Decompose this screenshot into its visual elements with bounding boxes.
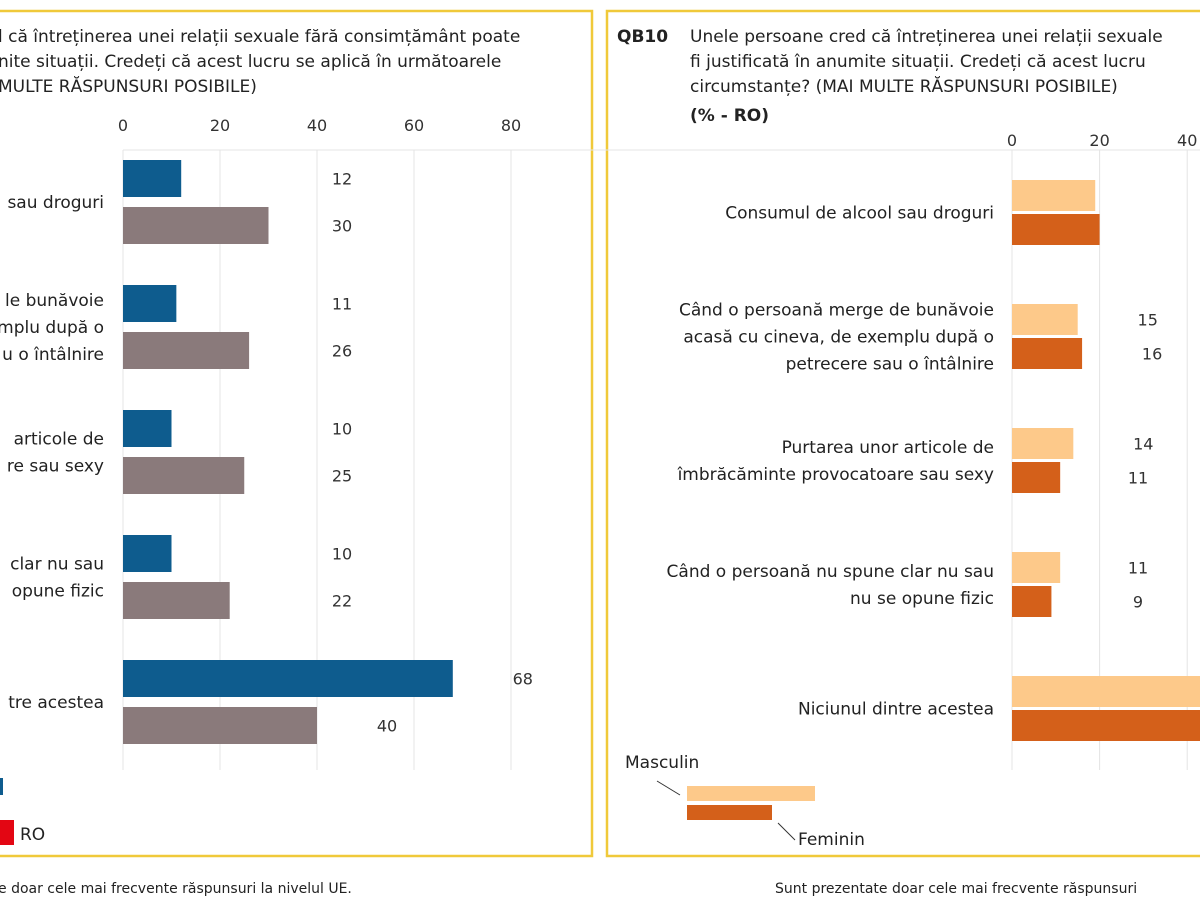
category-label: Când o persoană merge de bunăvoie <box>679 301 994 321</box>
bar-eu <box>123 410 172 447</box>
category-label: Niciunul dintre acestea <box>798 700 994 720</box>
x-tick-label: 60 <box>404 116 424 135</box>
data-label: 40 <box>377 717 397 736</box>
bar-masculin <box>1012 676 1200 707</box>
bar-feminin <box>1012 710 1200 741</box>
x-tick-label: 40 <box>307 116 327 135</box>
category-label: nu se opune fizic <box>850 589 994 609</box>
legend-swatch-ro <box>0 820 14 845</box>
category-label: u o întâlnire <box>2 345 104 365</box>
bar-eu <box>123 160 182 197</box>
chart-title-line: Unele persoane cred că întreținerea unei… <box>690 27 1163 47</box>
legend-label-masculin: Masculin <box>625 753 699 773</box>
chart-subtitle: (% - RO) <box>690 106 769 126</box>
chart-title-line: fi justificată în anumite situații. Cred… <box>690 52 1146 72</box>
bar-ro <box>123 582 230 619</box>
category-label: mplu după o <box>0 318 104 338</box>
category-label: opune fizic <box>12 582 104 602</box>
right-panel-frame <box>605 9 1200 858</box>
legend-leader-line <box>777 822 796 841</box>
category-label: îmbrăcăminte provocatoare sau sexy <box>677 465 994 485</box>
legend-swatch-eu <box>0 778 3 795</box>
data-label: 9 <box>1133 593 1143 612</box>
data-label: 11 <box>1128 469 1148 488</box>
category-label: clar nu sau <box>10 555 104 575</box>
chart-title-line: circumstanțe? (MAI MULTE RĂSPUNSURI POSI… <box>690 75 1118 97</box>
category-label: le bunăvoie <box>5 291 104 311</box>
data-label: 16 <box>1142 345 1162 364</box>
bar-eu <box>123 285 177 322</box>
category-label: acasă cu cineva, de exemplu după o <box>683 328 994 348</box>
chart-title-line: l că întreținerea unei relații sexuale f… <box>0 27 520 47</box>
bar-eu <box>123 660 453 697</box>
data-label: 14 <box>1133 435 1153 454</box>
data-label: 15 <box>1138 311 1158 330</box>
bar-feminin <box>1012 338 1083 369</box>
legend-leader-line <box>656 780 681 796</box>
bar-masculin <box>1012 180 1096 211</box>
category-label: sau droguri <box>7 193 104 213</box>
category-label: Când o persoană nu spune clar nu sau <box>667 562 994 582</box>
bar-masculin <box>1012 552 1061 583</box>
category-label: articole de <box>14 430 104 450</box>
x-tick-label: 80 <box>501 116 521 135</box>
bar-masculin <box>1012 428 1074 459</box>
category-label: Purtarea unor articole de <box>782 438 994 458</box>
x-tick-label: 0 <box>118 116 128 135</box>
bar-feminin <box>1012 462 1061 493</box>
data-label: 10 <box>332 545 352 564</box>
category-label: petrecere sau o întâlnire <box>786 355 994 375</box>
footnote: e doar cele mai frecvente răspunsuri la … <box>0 881 352 897</box>
data-label: 68 <box>513 670 533 689</box>
bar-ro <box>123 207 269 244</box>
bar-ro <box>123 457 245 494</box>
x-tick-label: 40 <box>1177 131 1197 150</box>
legend-label-ro: RO <box>20 825 45 845</box>
category-label: tre acestea <box>8 693 104 713</box>
data-label: 25 <box>332 467 352 486</box>
category-label: Consumul de alcool sau droguri <box>725 204 994 224</box>
bar-feminin <box>1012 214 1100 245</box>
legend-swatch-feminin <box>687 805 772 820</box>
x-tick-label: 20 <box>1089 131 1109 150</box>
data-label: 12 <box>332 170 352 189</box>
chart-title-line: MULTE RĂSPUNSURI POSIBILE) <box>0 75 257 97</box>
data-label: 11 <box>1128 559 1148 578</box>
bar-feminin <box>1012 586 1052 617</box>
bar-masculin <box>1012 304 1078 335</box>
bar-eu <box>123 535 172 572</box>
bar-ro <box>123 707 317 744</box>
data-label: 30 <box>332 217 352 236</box>
left-panel-frame <box>0 9 594 858</box>
chart-title-line: nite situații. Credeți că acest lucru se… <box>0 52 501 72</box>
bar-ro <box>123 332 250 369</box>
data-label: 10 <box>332 420 352 439</box>
data-label: 26 <box>332 342 352 361</box>
question-code: QB10 <box>617 27 668 47</box>
x-tick-label: 20 <box>210 116 230 135</box>
x-tick-label: 0 <box>1007 131 1017 150</box>
data-label: 22 <box>332 592 352 611</box>
data-label: 11 <box>332 295 352 314</box>
legend-swatch-masculin <box>687 786 815 801</box>
footnote: Sunt prezentate doar cele mai frecvente … <box>775 881 1137 897</box>
category-label: re sau sexy <box>7 457 104 477</box>
legend-label-feminin: Feminin <box>798 830 865 850</box>
